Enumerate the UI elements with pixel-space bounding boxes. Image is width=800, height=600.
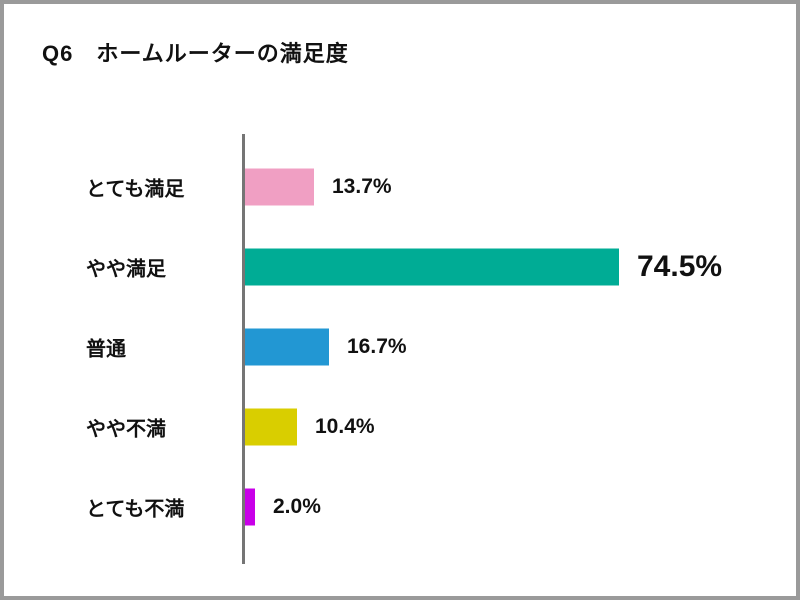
category-label: とても不満 — [86, 498, 185, 521]
category-label: 普通 — [86, 338, 126, 361]
bar-rows: とても満足 13.7% やや満足 74.5% 普通 16.7% やや不満 10.4% とても不満… — [4, 4, 796, 596]
chart-row: とても満足 13.7% — [4, 147, 796, 227]
chart-title: Q6 ホームルーターの満足度 — [42, 41, 349, 66]
category-label: とても満足 — [86, 178, 185, 201]
category-label: やや満足 — [86, 258, 166, 281]
chart-row: 普通 16.7% — [4, 307, 796, 387]
value-label: 74.5% — [637, 250, 723, 283]
bar-segment — [245, 168, 314, 206]
y-axis-line — [242, 134, 245, 564]
value-label: 13.7% — [332, 175, 392, 198]
chart-row: とても不満 2.0% — [4, 467, 796, 547]
bar-segment — [245, 248, 619, 286]
bar-segment — [245, 408, 297, 446]
bar-segment — [245, 488, 255, 526]
chart-row: やや不満 10.4% — [4, 387, 796, 467]
value-label: 16.7% — [347, 335, 407, 358]
value-label: 2.0% — [273, 495, 321, 518]
category-label: やや不満 — [86, 418, 166, 441]
bar-segment — [245, 328, 329, 366]
chart-row: やや満足 74.5% — [4, 227, 796, 307]
value-label: 10.4% — [315, 415, 375, 438]
